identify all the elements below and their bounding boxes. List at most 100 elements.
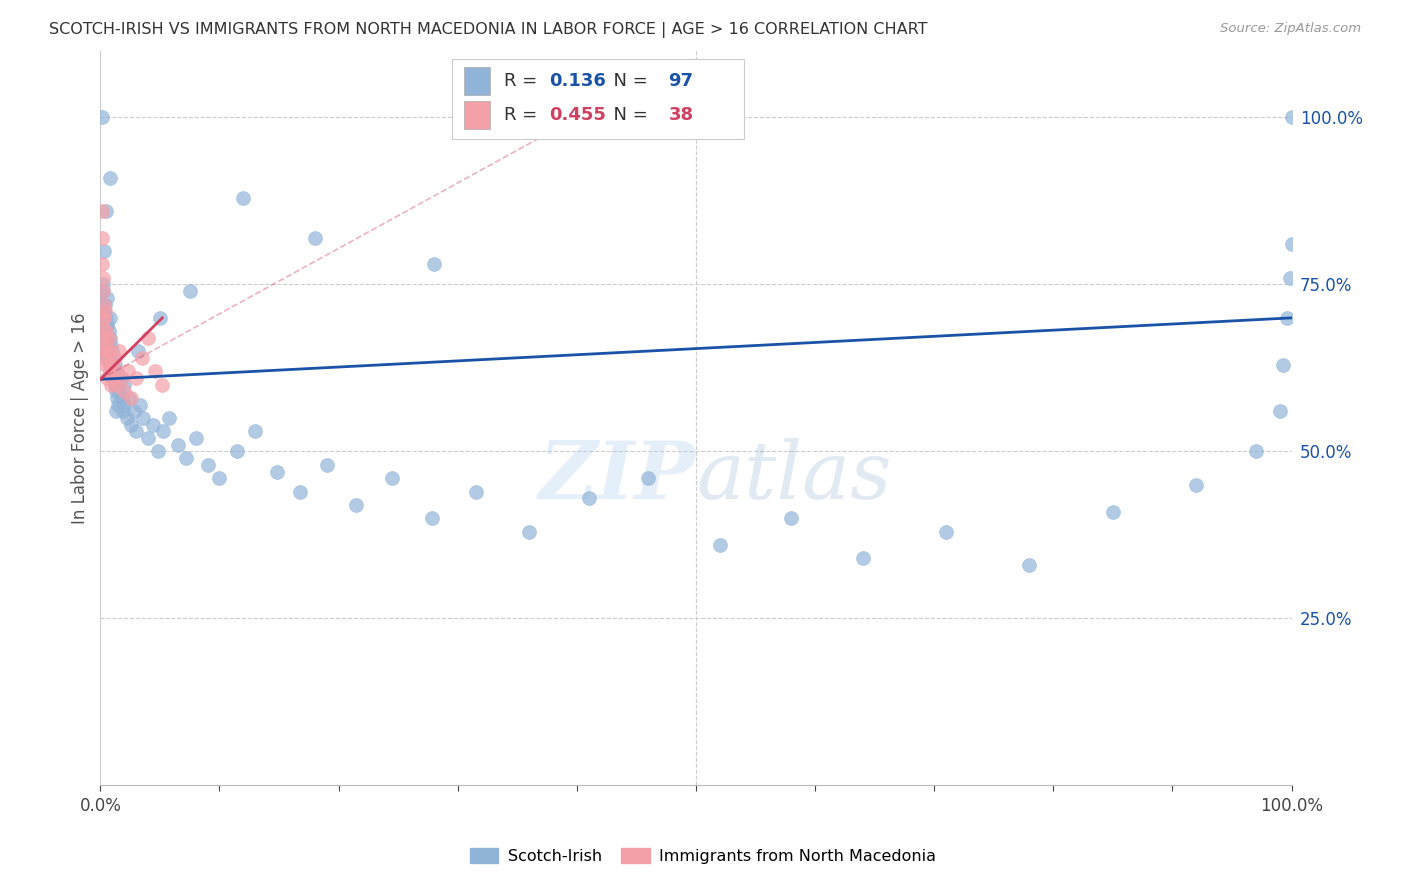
Point [105,371,128,385]
Point [93,310,115,325]
Point [91,270,114,285]
Point [112,384,135,399]
Point [94,351,117,365]
Point [1102,505,1125,519]
Point [93,304,115,318]
Point [111,404,134,418]
Point [94,304,117,318]
Point [110,371,132,385]
Point [91,284,114,298]
Point [104,351,127,365]
Point [94,318,117,332]
Text: R =: R = [505,71,543,90]
Point [90,230,112,244]
Point [1018,558,1040,572]
Point [159,411,181,425]
Point [107,377,129,392]
Point [98,310,121,325]
Point [166,438,188,452]
Point [90,297,112,311]
Text: ZIP: ZIP [538,438,696,516]
Point [935,524,957,539]
Point [423,257,446,271]
Point [105,364,128,378]
Point [150,377,173,392]
Point [115,411,138,425]
Point [118,391,141,405]
Point [149,310,172,325]
Point [103,371,125,385]
Point [208,471,231,485]
Point [100,358,122,372]
Text: 38: 38 [668,105,693,124]
Point [96,337,118,351]
Point [90,257,112,271]
Point [103,371,125,385]
Point [111,371,134,385]
Point [91,310,114,325]
Point [637,471,659,485]
Point [98,331,121,345]
Point [100,337,122,351]
Point [304,230,326,244]
Point [290,484,312,499]
Text: atlas: atlas [696,438,891,516]
Point [103,351,125,365]
Point [93,297,115,311]
Point [98,170,121,185]
Point [108,384,131,399]
Point [117,364,139,378]
Point [96,331,118,345]
Point [120,417,142,432]
Point [97,358,120,372]
Point [94,297,117,311]
Point [128,398,150,412]
Point [174,451,197,466]
Point [131,351,153,365]
Text: R =: R = [505,105,543,124]
Point [1281,111,1303,125]
Point [94,331,117,345]
Point [1281,237,1303,252]
Text: 97: 97 [668,71,693,90]
Text: N =: N = [602,71,654,90]
Point [1272,358,1295,372]
Point [122,404,145,418]
Point [112,377,135,392]
Point [852,551,875,566]
Y-axis label: In Labor Force | Age > 16: In Labor Force | Age > 16 [72,312,89,524]
Point [142,417,165,432]
Point [245,425,267,439]
Point [104,358,127,372]
FancyBboxPatch shape [451,60,744,139]
Point [104,377,127,392]
Point [96,351,118,365]
Point [780,511,803,525]
Point [100,377,122,392]
Point [96,344,118,359]
Point [1244,444,1267,458]
Point [94,331,117,345]
Point [91,310,114,325]
Point [179,284,201,298]
Point [197,458,219,472]
Point [93,344,115,359]
Point [464,484,486,499]
Point [93,324,115,338]
Point [96,204,118,219]
Point [232,191,254,205]
Point [98,364,121,378]
Point [107,398,129,412]
Text: SCOTCH-IRISH VS IMMIGRANTS FROM NORTH MACEDONIA IN LABOR FORCE | AGE > 16 CORREL: SCOTCH-IRISH VS IMMIGRANTS FROM NORTH MA… [49,22,928,38]
Point [143,364,166,378]
Point [96,291,118,305]
Point [108,344,131,359]
Point [125,371,148,385]
Point [91,277,114,292]
Point [709,538,731,552]
Point [346,498,368,512]
Legend: Scotch-Irish, Immigrants from North Macedonia: Scotch-Irish, Immigrants from North Mace… [463,842,943,871]
Text: 0.455: 0.455 [550,105,606,124]
Point [93,324,115,338]
Point [98,351,121,365]
